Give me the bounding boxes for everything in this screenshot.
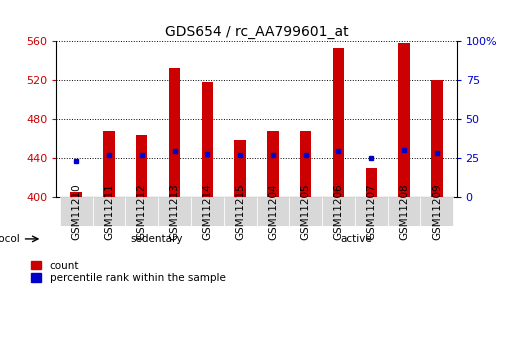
Text: protocol: protocol [0, 234, 19, 244]
Bar [158, 197, 191, 226]
Bar [431, 80, 443, 197]
Bar [60, 197, 92, 226]
Bar [289, 197, 322, 226]
Bar [125, 197, 158, 226]
Text: GSM11205: GSM11205 [301, 183, 311, 240]
Bar [103, 131, 114, 197]
Bar [256, 197, 289, 226]
Text: GSM11209: GSM11209 [432, 183, 442, 240]
Bar [333, 48, 344, 197]
Title: GDS654 / rc_AA799601_at: GDS654 / rc_AA799601_at [165, 25, 348, 39]
Bar [267, 131, 279, 197]
Bar [322, 197, 355, 226]
Legend: count, percentile rank within the sample: count, percentile rank within the sample [31, 260, 226, 283]
Text: GSM11215: GSM11215 [235, 183, 245, 240]
Text: GSM11213: GSM11213 [169, 183, 180, 240]
Text: GSM11212: GSM11212 [136, 183, 147, 240]
Bar [70, 192, 82, 197]
Bar [169, 68, 180, 197]
Bar [234, 140, 246, 197]
Text: GSM11210: GSM11210 [71, 183, 81, 240]
Bar [300, 131, 311, 197]
Text: sedentary: sedentary [130, 234, 183, 244]
Text: active: active [341, 234, 372, 244]
Bar [366, 168, 377, 197]
Bar [399, 43, 410, 197]
Bar [355, 197, 388, 226]
Bar [136, 135, 147, 197]
Bar [191, 197, 224, 226]
Bar [388, 197, 421, 226]
Text: GSM11211: GSM11211 [104, 183, 114, 240]
Text: GSM11214: GSM11214 [202, 183, 212, 240]
Bar [224, 197, 256, 226]
Text: GSM11208: GSM11208 [399, 183, 409, 240]
Text: GSM11204: GSM11204 [268, 183, 278, 240]
Bar [92, 197, 125, 226]
Text: GSM11207: GSM11207 [366, 183, 377, 240]
Bar [421, 197, 453, 226]
Bar [202, 82, 213, 197]
Text: GSM11206: GSM11206 [333, 183, 344, 240]
